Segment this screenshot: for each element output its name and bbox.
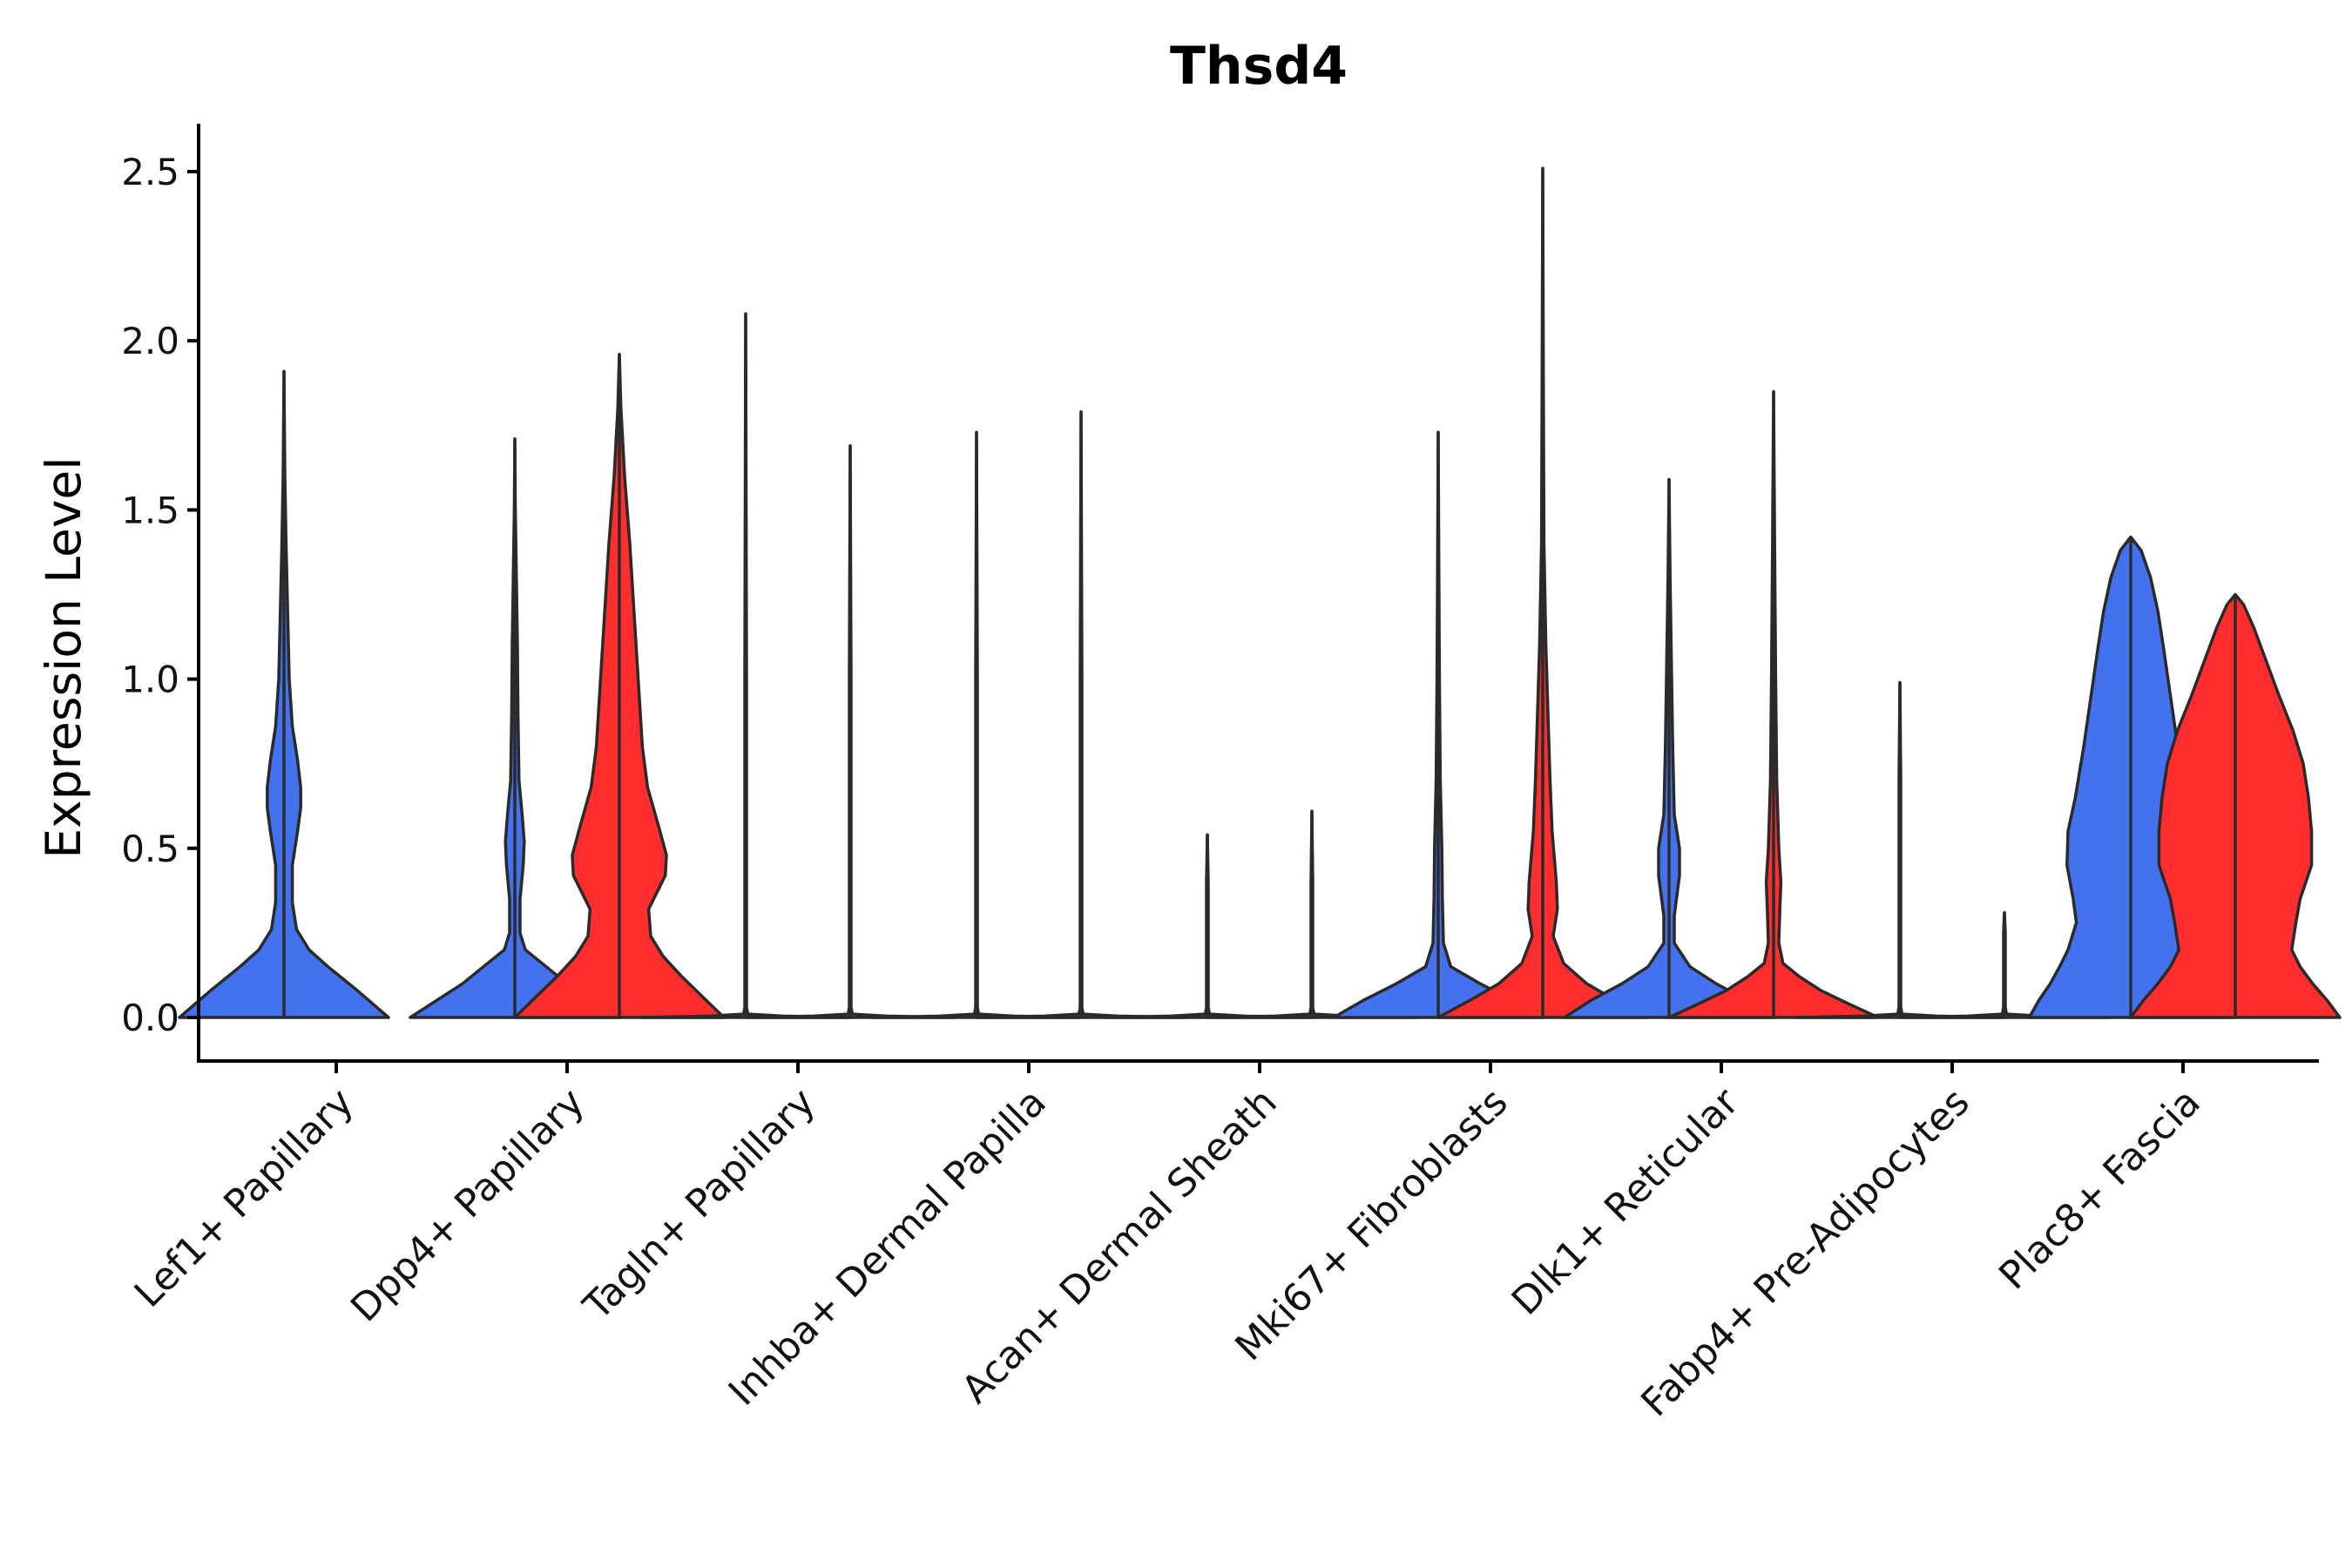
x-tick-label: Dpp4+ Papillary <box>342 1080 593 1331</box>
violins-group <box>178 166 2342 1019</box>
y-axis-label: Expression Level <box>36 456 91 858</box>
x-tick-label: Lef1+ Papillary <box>126 1080 362 1316</box>
x-tick-label: Plac8+ Fascia <box>1990 1080 2209 1299</box>
y-tick-label: 1.0 <box>121 659 179 701</box>
y-tick-label: 0.0 <box>121 997 179 1039</box>
y-tick-label: 2.0 <box>121 320 179 362</box>
x-tick-label: Dlk1+ Reticular <box>1504 1079 1748 1324</box>
y-tick-label: 2.5 <box>121 151 179 193</box>
chart-title: Thsd4 <box>1170 36 1348 97</box>
y-ticks-group: 0.0 0.5 1.0 1.5 2.0 2.5 <box>121 151 199 1039</box>
x-tick-label: Tagln+ Papillary <box>575 1080 824 1329</box>
y-tick-label: 0.5 <box>121 828 179 870</box>
y-tick-label: 1.5 <box>121 489 179 531</box>
